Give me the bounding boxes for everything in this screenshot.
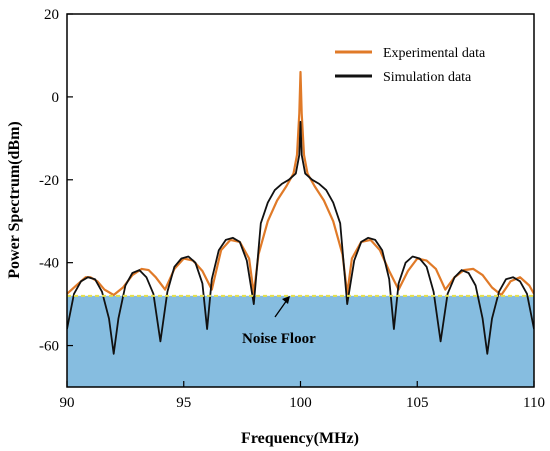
y-tick-label: -60 xyxy=(39,339,59,355)
x-axis-title: Frequency(MHz) xyxy=(241,430,359,447)
x-axis-ticks: 90 95 100 105 110 xyxy=(60,381,545,411)
x-tick-label: 105 xyxy=(406,395,429,411)
legend: Experimental data Simulation data xyxy=(335,46,486,85)
noise-floor-annotation: Noise Floor xyxy=(242,296,316,347)
x-tick-label: 100 xyxy=(289,395,312,411)
y-tick-label: 20 xyxy=(44,7,59,23)
x-tick-label: 90 xyxy=(60,395,75,411)
y-tick-label: -20 xyxy=(39,173,59,189)
noise-floor-label: Noise Floor xyxy=(242,331,316,347)
x-tick-label: 110 xyxy=(523,395,545,411)
experimental-data-line xyxy=(67,70,534,297)
x-tick-label: 95 xyxy=(176,395,191,411)
annotation-arrowhead xyxy=(282,296,290,304)
y-tick-label: 0 xyxy=(52,90,60,106)
y-tick-label: -40 xyxy=(39,256,59,272)
y-axis-title: Power Spectrum(dBm) xyxy=(6,121,23,278)
simulation-data-line xyxy=(67,120,534,355)
legend-label-simulation: Simulation data xyxy=(383,70,472,85)
annotation-arrow-line xyxy=(274,299,288,318)
y-axis-ticks: 20 0 -20 -40 -60 xyxy=(39,7,73,355)
noise-floor-region xyxy=(67,295,534,387)
legend-label-experimental: Experimental data xyxy=(383,46,486,61)
